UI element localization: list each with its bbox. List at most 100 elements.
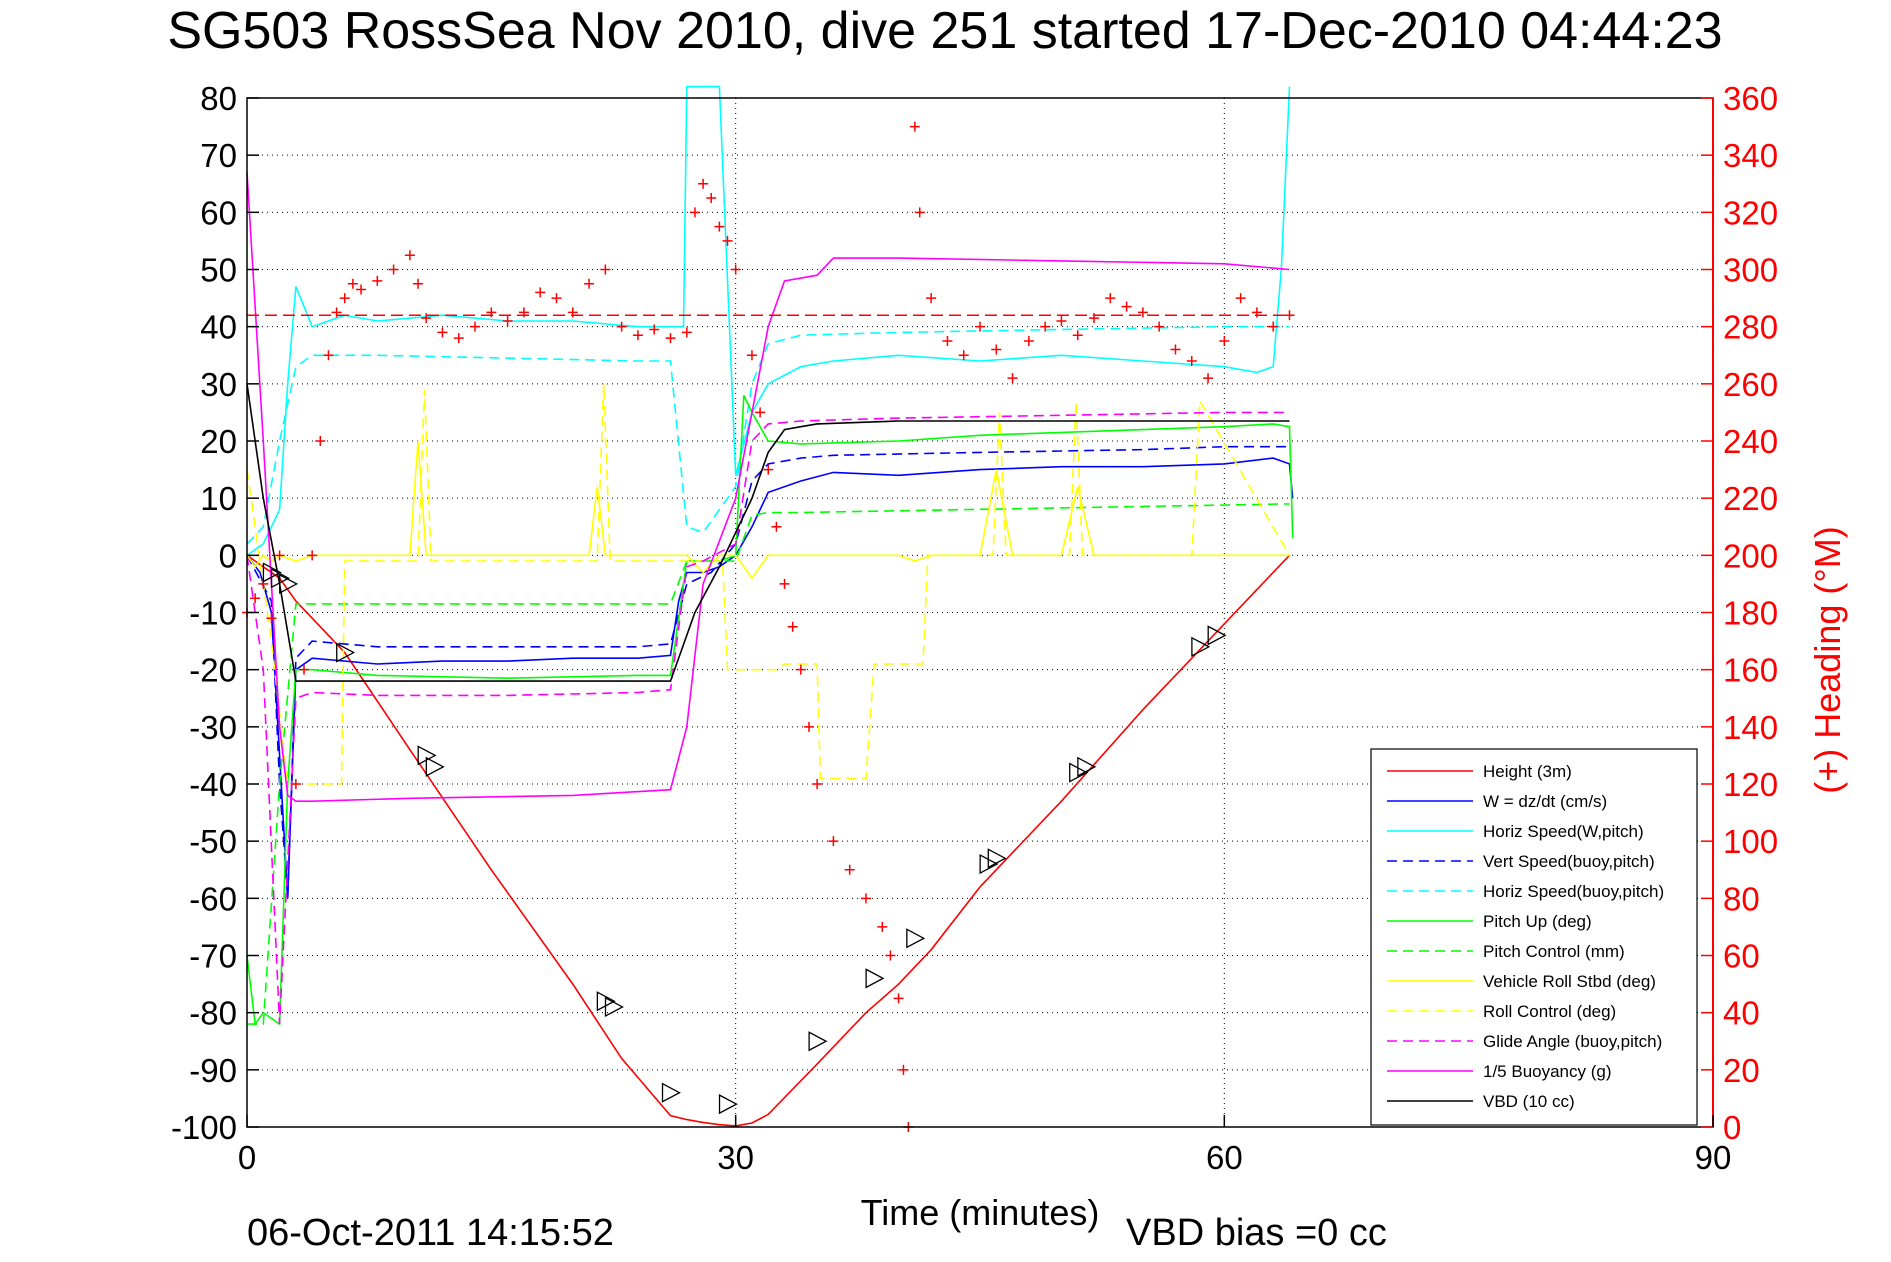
- legend-label: Pitch Up (deg): [1483, 912, 1592, 931]
- heading-point: [266, 613, 277, 624]
- heading-point: [290, 779, 301, 789]
- x-axis-label: Time (minutes): [861, 1192, 1100, 1233]
- series-line: [246, 172, 1290, 803]
- chart-title: SG503 RossSea Nov 2010, dive 251 started…: [167, 2, 1722, 60]
- y-tick-label-right: 180: [1723, 595, 1778, 632]
- x-tick-label: 30: [717, 1139, 754, 1176]
- heading-point: [885, 950, 896, 961]
- heading-point: [860, 893, 871, 904]
- heading-point: [551, 293, 562, 304]
- heading-point: [315, 436, 326, 446]
- series-line: [246, 383, 1291, 785]
- heading-point: [388, 264, 399, 275]
- y-tick-label: -40: [189, 766, 237, 803]
- heading-point: [437, 327, 448, 338]
- y-tick-label: -30: [189, 709, 237, 746]
- y-tick-label-right: 140: [1723, 709, 1778, 746]
- y-tick-label-right: 200: [1723, 537, 1778, 574]
- y-tick-label: -10: [189, 595, 237, 632]
- triangle-marker: [808, 1031, 828, 1052]
- series-line: [247, 503, 1290, 1025]
- heading-point: [649, 324, 660, 335]
- legend-label: Vert Speed(buoy,pitch): [1483, 852, 1655, 871]
- y-tick-label: 10: [200, 480, 237, 517]
- heading-layer: [242, 121, 1295, 1132]
- y-tick-label: 20: [200, 423, 237, 460]
- heading-point: [372, 275, 383, 286]
- heading-point: [714, 221, 725, 232]
- heading-point: [1170, 344, 1181, 355]
- heading-point: [584, 278, 595, 289]
- heading-point: [787, 621, 798, 632]
- heading-point: [803, 721, 814, 732]
- heading-point: [1089, 313, 1100, 324]
- heading-point: [1203, 373, 1214, 384]
- y-axis-label-right: (+) Heading (°M): [1807, 526, 1848, 793]
- y-tick-label-right: 260: [1723, 366, 1778, 403]
- footer-timestamp: 06-Oct-2011 14:15:52: [247, 1212, 614, 1254]
- y-tick-label: -90: [189, 1052, 237, 1089]
- marker-layer: [262, 562, 1227, 1115]
- heading-point: [1023, 335, 1034, 346]
- footer-vbd-bias: VBD bias =0 cc: [1126, 1212, 1387, 1254]
- heading-point: [681, 327, 692, 338]
- legend-label: Roll Control (deg): [1483, 1002, 1616, 1021]
- heading-point: [877, 921, 888, 932]
- heading-point: [274, 550, 285, 561]
- heading-point: [1219, 335, 1230, 346]
- heading-point: [1137, 307, 1148, 318]
- triangle-marker: [906, 928, 926, 949]
- legend-label: Height (3m): [1483, 762, 1572, 781]
- heading-point: [518, 307, 529, 318]
- heading-point: [926, 293, 937, 304]
- legend-label: Horiz Speed(W,pitch): [1483, 822, 1644, 841]
- axes: 80706050403020100-10-20-30-40-50-60-70-8…: [171, 80, 1778, 1176]
- heading-point: [567, 307, 578, 318]
- y-tick-label-right: 300: [1723, 252, 1778, 289]
- y-tick-label: 60: [200, 194, 237, 231]
- heading-point: [779, 578, 790, 589]
- y-tick-label-right: 120: [1723, 766, 1778, 803]
- heading-point: [1056, 315, 1067, 326]
- triangle-marker: [336, 642, 356, 663]
- y-tick-label-right: 60: [1723, 938, 1760, 975]
- legend-label: Horiz Speed(buoy,pitch): [1483, 882, 1664, 901]
- legend-box: [1370, 748, 1698, 1126]
- heading-point: [486, 307, 497, 318]
- y-tick-label-right: 100: [1723, 823, 1778, 860]
- heading-point: [893, 993, 904, 1004]
- heading-point: [755, 407, 766, 418]
- triangle-marker: [279, 573, 299, 594]
- heading-point: [898, 1064, 909, 1075]
- triangle-marker: [718, 1094, 738, 1115]
- triangle-marker: [865, 968, 885, 989]
- triangle-marker: [1077, 756, 1097, 777]
- y-tick-label: -100: [171, 1109, 237, 1146]
- heading-point: [616, 321, 627, 332]
- y-tick-label-right: 340: [1723, 137, 1778, 174]
- y-tick-label: 70: [200, 137, 237, 174]
- heading-point: [356, 284, 367, 295]
- series-line: [246, 383, 1290, 682]
- heading-point: [404, 250, 415, 261]
- triangle-marker: [604, 996, 624, 1018]
- y-tick-label-right: 240: [1723, 423, 1778, 460]
- y-tick-label-right: 0: [1723, 1109, 1741, 1146]
- x-tick-label: 0: [238, 1139, 256, 1176]
- y-tick-label-right: 80: [1723, 880, 1760, 917]
- heading-point: [1251, 307, 1262, 318]
- legend-label: VBD (10 cc): [1483, 1092, 1575, 1111]
- triangle-marker: [987, 848, 1007, 869]
- heading-point: [991, 344, 1002, 355]
- y-tick-label: 50: [200, 252, 237, 289]
- y-tick-label-right: 360: [1723, 80, 1778, 117]
- heading-point: [453, 333, 464, 344]
- heading-point: [632, 330, 643, 341]
- heading-point: [339, 293, 350, 304]
- heading-point: [323, 350, 334, 361]
- heading-point: [958, 350, 969, 361]
- heading-point: [1121, 301, 1132, 312]
- series-line: [246, 85, 1291, 556]
- heading-point: [722, 235, 733, 246]
